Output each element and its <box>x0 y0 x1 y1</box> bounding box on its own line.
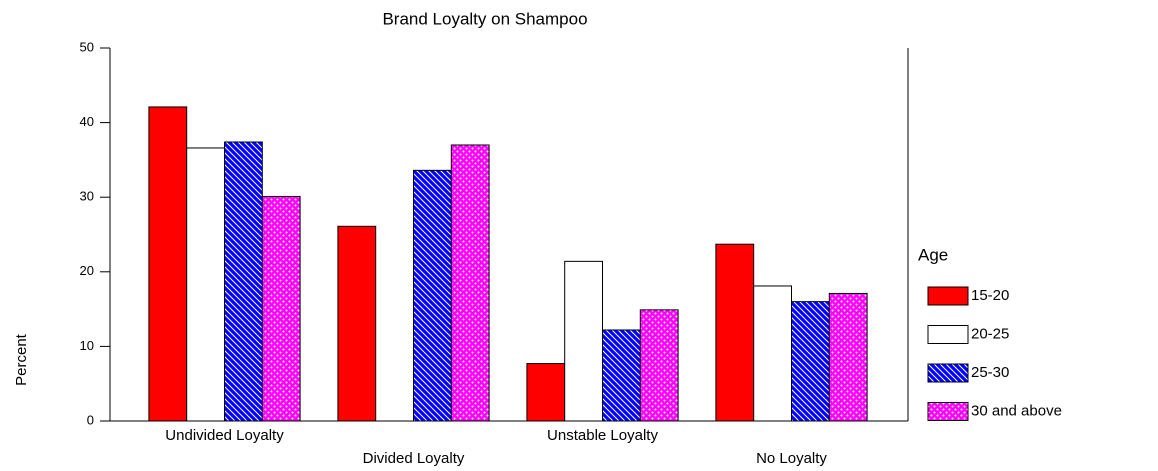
x-tick-label: No Loyalty <box>756 450 827 467</box>
bar <box>526 363 566 422</box>
legend-swatch <box>927 402 969 421</box>
y-tick-label: 10 <box>80 338 94 353</box>
x-tick-label: Unstable Loyalty <box>547 427 658 444</box>
legend-swatch <box>927 363 969 383</box>
legend-label: 25-30 <box>971 364 1009 381</box>
bar <box>337 225 377 422</box>
bar <box>639 309 679 422</box>
bar <box>148 106 188 422</box>
legend-label: 15-20 <box>971 287 1009 304</box>
legend-swatch <box>927 286 969 306</box>
bar <box>564 260 604 422</box>
bar <box>753 285 793 422</box>
y-axis-label: Percent <box>13 333 30 386</box>
y-tick-label: 50 <box>80 39 94 54</box>
y-tick-label: 40 <box>80 114 94 129</box>
y-tick-label: 30 <box>80 189 94 204</box>
bar <box>186 147 225 422</box>
bar <box>413 169 452 422</box>
bar <box>602 329 641 422</box>
legend-label: 30 and above <box>971 402 1062 419</box>
legend-title: Age <box>918 245 948 264</box>
bar <box>224 141 263 422</box>
bar <box>715 243 755 422</box>
x-tick-label: Undivided Loyalty <box>165 427 284 444</box>
x-tick-label: Divided Loyalty <box>363 450 465 467</box>
legend-swatch <box>927 325 969 344</box>
bar <box>791 301 830 422</box>
bar <box>261 195 301 422</box>
y-tick-label: 20 <box>80 263 94 278</box>
legend-label: 20-25 <box>971 325 1009 342</box>
chart-title: Brand Loyalty on Shampoo <box>382 9 587 28</box>
y-tick-label: 0 <box>87 412 94 427</box>
bar <box>450 144 490 422</box>
bar <box>828 292 868 422</box>
